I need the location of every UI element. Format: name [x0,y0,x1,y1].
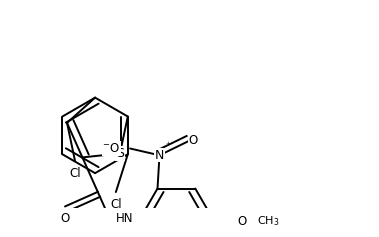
Text: N: N [155,149,164,162]
Text: Cl: Cl [69,167,81,180]
Text: CH$_3$: CH$_3$ [257,214,279,228]
Text: S: S [116,147,124,160]
Text: O: O [237,215,246,228]
Text: O: O [60,212,70,225]
Text: HN: HN [116,212,133,225]
Text: $^{+}$: $^{+}$ [165,141,172,150]
Text: Cl: Cl [110,198,122,211]
Text: $^{-}$O: $^{-}$O [102,142,120,155]
Text: O: O [188,134,197,147]
